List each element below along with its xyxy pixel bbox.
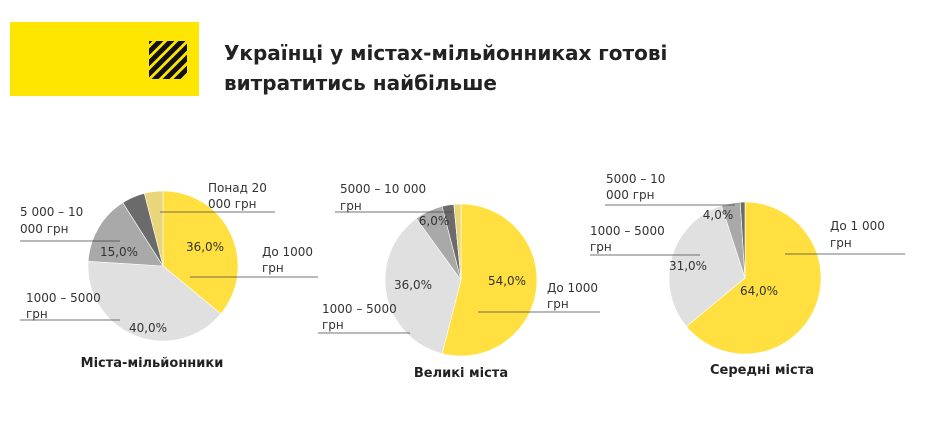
logo-box: [10, 22, 199, 96]
diagonal-stripes-icon: [149, 41, 187, 79]
pie-slice: [162, 190, 239, 315]
pie-slice-label: 36,0%: [394, 278, 432, 292]
pie-chart-millionaire-cities: 36,0% 40,0% 15,0%: [87, 190, 239, 342]
annotation-up-to-1000: До 1000 грн: [262, 245, 317, 275]
chart-caption-large-cities: Великі міста: [414, 366, 508, 381]
annotation-1000-5000: 1000 – 5000 грн: [26, 291, 105, 321]
pie-slice: [668, 205, 746, 327]
chart-caption-medium-cities: Середні міста: [710, 363, 814, 378]
annotation-up-to-1000: До 1 000 грн: [830, 219, 889, 250]
pie-slice: [87, 260, 222, 342]
pie-slice: [441, 203, 538, 357]
page-title: Українці у містах-мільйонниках готові ви…: [224, 38, 667, 98]
pie-chart-large-cities: 54,0% 36,0% 6,0%: [384, 203, 538, 357]
pie-slice-label: 6,0%: [419, 214, 450, 228]
pie-slice-label: 54,0%: [488, 274, 526, 288]
pie-slice: [87, 202, 164, 267]
page-title-line2: витратитись найбільше: [224, 71, 497, 95]
chart-caption-millionaire-cities: Міста-мільйонники: [81, 356, 224, 371]
page-title-line1: Українці у містах-мільйонниках готові: [224, 41, 668, 65]
pie-slice: [384, 218, 462, 354]
annotation-5000-10000: 5 000 – 10 000 грн: [20, 205, 87, 236]
pie-slice-label: 36,0%: [186, 240, 224, 254]
annotation-1000-5000: 1000 – 5000 грн: [590, 224, 669, 254]
annotation-5000-10000: 5000 – 10 000 грн: [606, 172, 669, 202]
annotation-5000-10000: 5000 – 10 000 грн: [340, 182, 430, 213]
pie-slice: [143, 190, 164, 267]
pie-slice: [686, 201, 822, 355]
pie-slice: [739, 201, 746, 279]
pie-slice: [453, 203, 462, 281]
pie-chart-medium-cities: 64,0% 31,0% 4,0%: [668, 201, 822, 355]
leader-lines: [20, 204, 905, 334]
pie-slice-label: 4,0%: [703, 208, 734, 222]
annotation-over-20000: Понад 20 000 грн: [208, 181, 271, 211]
annotation-1000-5000: 1000 – 5000 грн: [322, 302, 401, 332]
annotation-up-to-1000: До 1000 грн: [547, 281, 602, 311]
pie-slice-label: 15,0%: [100, 245, 138, 259]
pie-slice-label: 31,0%: [669, 259, 707, 273]
pie-slice-label: 64,0%: [740, 284, 778, 298]
pie-slice-label: 40,0%: [129, 321, 167, 335]
